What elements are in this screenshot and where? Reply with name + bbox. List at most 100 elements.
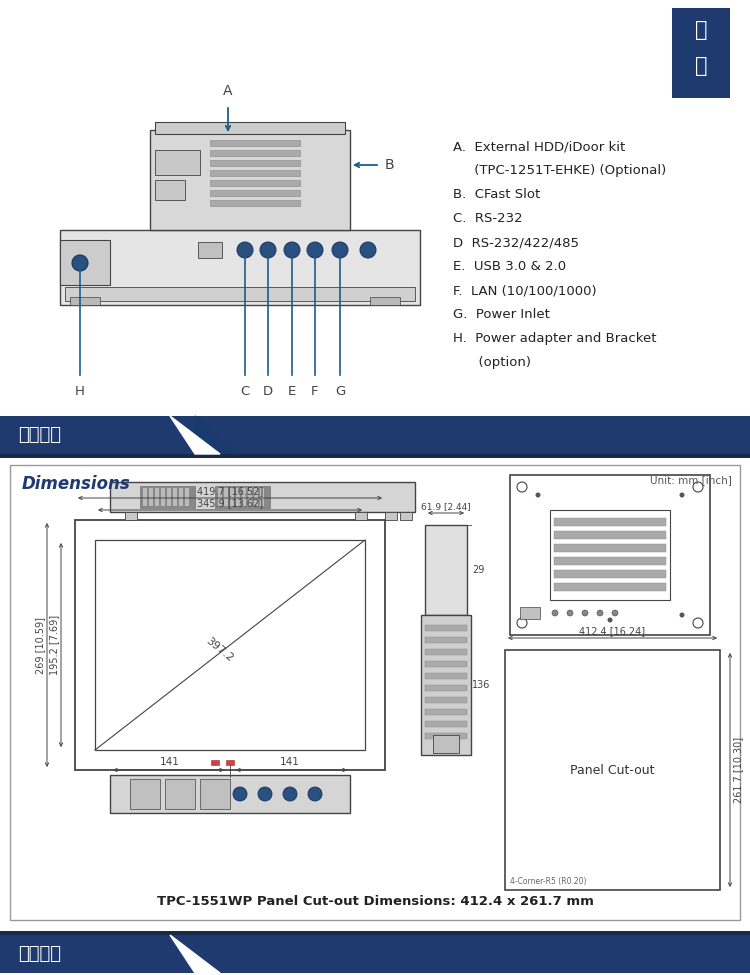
Bar bbox=[510, 475, 710, 635]
Bar bbox=[554, 518, 666, 526]
Bar bbox=[554, 531, 666, 539]
Bar bbox=[355, 512, 367, 520]
Bar bbox=[215, 486, 270, 508]
Bar bbox=[143, 488, 147, 506]
Bar bbox=[554, 557, 666, 565]
Bar bbox=[10, 465, 740, 920]
Circle shape bbox=[307, 242, 323, 258]
Bar bbox=[70, 297, 100, 305]
Text: 4-Corner-R5 (R0.20): 4-Corner-R5 (R0.20) bbox=[510, 877, 586, 886]
Bar bbox=[425, 637, 467, 643]
Text: Unit: mm [inch]: Unit: mm [inch] bbox=[650, 475, 732, 485]
Bar bbox=[0, 935, 750, 973]
Bar bbox=[425, 625, 467, 631]
Text: G: G bbox=[334, 385, 345, 398]
Text: 419.7 [16.52]: 419.7 [16.52] bbox=[196, 486, 263, 496]
Bar bbox=[425, 733, 467, 739]
Bar bbox=[165, 779, 195, 809]
Bar bbox=[155, 150, 200, 175]
Bar bbox=[211, 760, 219, 765]
Circle shape bbox=[308, 787, 322, 801]
Text: E.  USB 3.0 & 2.0: E. USB 3.0 & 2.0 bbox=[453, 260, 566, 273]
Text: H.  Power adapter and Bracket: H. Power adapter and Bracket bbox=[453, 332, 656, 345]
Text: 141: 141 bbox=[280, 757, 300, 767]
Bar bbox=[224, 488, 228, 506]
Bar bbox=[425, 661, 467, 667]
Bar bbox=[210, 170, 300, 176]
Bar bbox=[218, 488, 222, 506]
Bar bbox=[60, 230, 420, 305]
Bar bbox=[672, 8, 730, 98]
Text: 61.9 [2.44]: 61.9 [2.44] bbox=[422, 502, 471, 511]
Bar bbox=[425, 709, 467, 715]
Circle shape bbox=[608, 617, 613, 622]
Circle shape bbox=[567, 610, 573, 616]
Circle shape bbox=[260, 242, 276, 258]
Bar bbox=[75, 520, 385, 770]
Bar bbox=[425, 721, 467, 727]
Bar bbox=[254, 488, 258, 506]
Circle shape bbox=[612, 610, 618, 616]
Circle shape bbox=[536, 612, 541, 617]
Bar bbox=[242, 488, 246, 506]
Circle shape bbox=[680, 612, 685, 617]
Text: ADVAN: ADVAN bbox=[189, 623, 331, 657]
Text: 261.7 [10.30]: 261.7 [10.30] bbox=[733, 737, 743, 803]
Bar bbox=[155, 180, 185, 200]
Bar bbox=[125, 512, 137, 520]
Circle shape bbox=[258, 787, 272, 801]
Text: A.  External HDD/iDoor kit: A. External HDD/iDoor kit bbox=[453, 140, 626, 153]
Text: E: E bbox=[288, 385, 296, 398]
Bar bbox=[167, 488, 171, 506]
Text: (TPC-1251T-EHKE) (Optional): (TPC-1251T-EHKE) (Optional) bbox=[453, 164, 666, 177]
Bar bbox=[60, 240, 110, 285]
Bar bbox=[95, 540, 365, 750]
Text: 195.2 [7.69]: 195.2 [7.69] bbox=[49, 615, 59, 675]
Bar bbox=[130, 779, 160, 809]
Bar bbox=[110, 775, 350, 813]
Bar bbox=[385, 512, 397, 520]
Bar bbox=[520, 607, 540, 619]
Bar bbox=[260, 488, 264, 506]
Text: TPC-1551WP Panel Cut-out Dimensions: 412.4 x 261.7 mm: TPC-1551WP Panel Cut-out Dimensions: 412… bbox=[157, 895, 593, 908]
Bar bbox=[554, 583, 666, 591]
Text: F.  LAN (10/100/1000): F. LAN (10/100/1000) bbox=[453, 284, 597, 297]
Circle shape bbox=[517, 482, 527, 492]
Text: F: F bbox=[311, 385, 319, 398]
Bar bbox=[210, 150, 300, 156]
Text: G.  Power Inlet: G. Power Inlet bbox=[453, 308, 550, 321]
Bar bbox=[210, 200, 300, 206]
Bar bbox=[173, 488, 177, 506]
Bar bbox=[421, 615, 471, 755]
Bar bbox=[425, 649, 467, 655]
Text: C: C bbox=[240, 385, 250, 398]
Text: 345.9 [13.62]: 345.9 [13.62] bbox=[197, 498, 263, 508]
Circle shape bbox=[680, 492, 685, 497]
Circle shape bbox=[597, 610, 603, 616]
Bar bbox=[140, 486, 195, 508]
Circle shape bbox=[284, 242, 300, 258]
Bar bbox=[210, 190, 300, 196]
Text: (option): (option) bbox=[453, 356, 531, 369]
Bar bbox=[150, 130, 350, 230]
Circle shape bbox=[233, 787, 247, 801]
Circle shape bbox=[72, 255, 88, 271]
Circle shape bbox=[360, 242, 376, 258]
Bar bbox=[149, 488, 153, 506]
Bar bbox=[554, 570, 666, 578]
Polygon shape bbox=[195, 416, 240, 454]
Text: D: D bbox=[263, 385, 273, 398]
Bar bbox=[185, 488, 189, 506]
Bar bbox=[210, 160, 300, 166]
Text: B: B bbox=[385, 158, 394, 172]
Bar bbox=[425, 685, 467, 691]
Text: Panel Cut-out: Panel Cut-out bbox=[570, 763, 655, 776]
Circle shape bbox=[237, 242, 253, 258]
Text: 产品配置: 产品配置 bbox=[18, 945, 61, 963]
Text: B.  CFast Slot: B. CFast Slot bbox=[453, 188, 540, 201]
Bar bbox=[110, 482, 415, 512]
Bar bbox=[550, 510, 670, 600]
Bar bbox=[198, 242, 222, 258]
Bar bbox=[210, 140, 300, 146]
Text: 背: 背 bbox=[694, 20, 707, 40]
